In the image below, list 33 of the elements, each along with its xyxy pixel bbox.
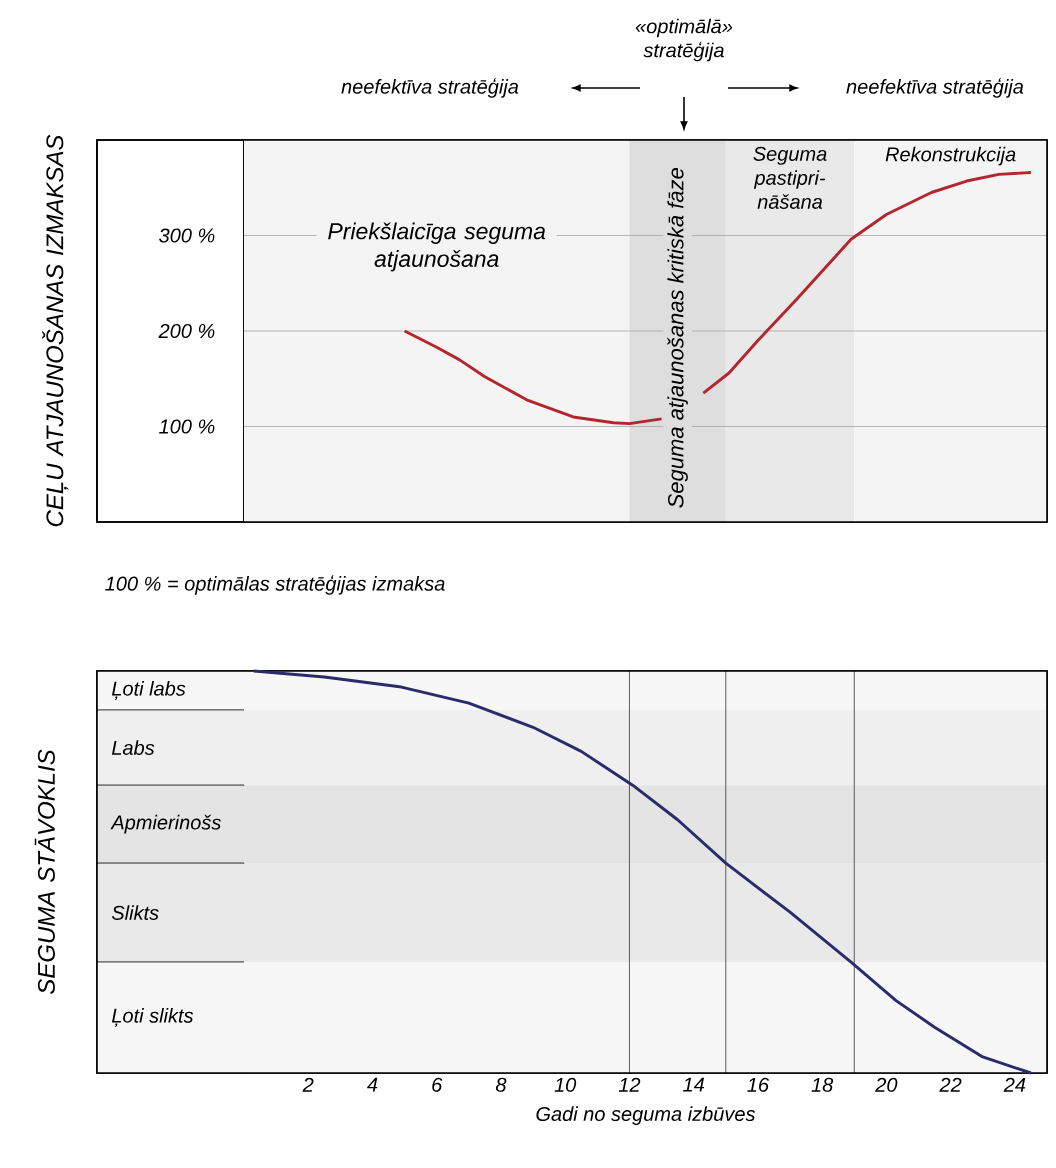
y-axis-title: SEGUMA STĀVOKLIS xyxy=(34,749,55,995)
y-tick-label: 100 % xyxy=(159,419,215,434)
band-label: Rekonstrukcija xyxy=(885,146,1016,166)
x-tick-label: 6 xyxy=(432,1077,443,1092)
y-axis-title: CEĻU ATJAUNOŠANAS IZMAKSAS xyxy=(42,134,69,527)
x-tick-label: 4 xyxy=(367,1077,378,1092)
band-label: Ļoti slikts xyxy=(111,1008,194,1027)
x-tick-label: 10 xyxy=(554,1077,577,1092)
y-tick-label: 300 % xyxy=(159,228,215,243)
text: neefektīva stratēģija xyxy=(341,78,519,98)
band-label: Ļoti labs xyxy=(111,681,186,700)
x-tick-label: 16 xyxy=(747,1077,770,1092)
band-label: Labs xyxy=(111,740,155,755)
band-label: Slikts xyxy=(111,905,159,920)
band-label: Apmierinošs xyxy=(110,814,221,834)
x-tick-label: 12 xyxy=(618,1077,641,1092)
band-label: Priekšlaicīga seguma atjaunošana xyxy=(328,222,546,272)
text: neefektīva stratēģija xyxy=(846,78,1024,98)
x-tick-label: 8 xyxy=(495,1077,507,1092)
line-series xyxy=(403,329,664,426)
x-tick-label: 24 xyxy=(1003,1077,1026,1092)
line-series xyxy=(701,171,1033,395)
y-tick-label: 200 % xyxy=(158,323,215,339)
text: «optimālā» stratēģija xyxy=(635,18,733,62)
band-label: Seguma pastipri-nāšana xyxy=(753,146,827,209)
text: 100 % = optimālas stratēģijas izmaksa xyxy=(105,575,445,595)
band-label: Seguma atjaunošanas kritiskā fāze xyxy=(667,168,688,508)
x-tick-label: 18 xyxy=(811,1077,834,1092)
x-tick-label: 20 xyxy=(875,1077,898,1092)
x-tick-label: 2 xyxy=(302,1077,314,1092)
x-tick-label: 22 xyxy=(939,1077,962,1092)
x-tick-label: 14 xyxy=(683,1077,705,1092)
x-axis-title: Gadi no seguma izbūves xyxy=(536,1106,756,1125)
